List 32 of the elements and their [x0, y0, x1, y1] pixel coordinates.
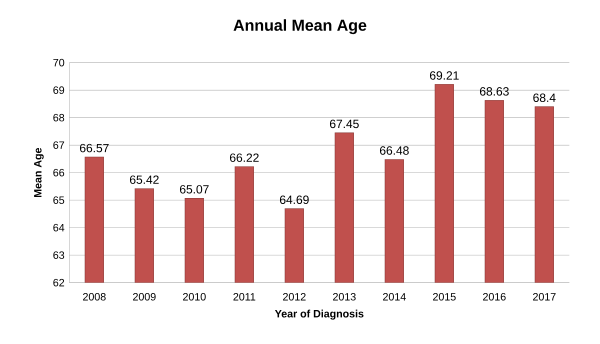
data-label: 64.69	[280, 196, 309, 204]
y-tick-label: 63	[53, 251, 64, 259]
data-label: 66.48	[380, 146, 409, 155]
x-tick-label: 2009	[133, 293, 156, 301]
data-label: 68.63	[480, 87, 509, 96]
y-tick-label: 65	[53, 196, 64, 204]
data-label: 66.57	[80, 144, 109, 152]
data-label: 67.45	[330, 120, 359, 128]
y-tick-label: 67	[53, 141, 64, 149]
data-label: 65.07	[180, 185, 209, 194]
x-tick-label: 2014	[383, 293, 406, 301]
y-axis-title: Mean Age	[34, 148, 44, 198]
y-tick-label: 70	[53, 58, 64, 66]
y-tick-label: 62	[53, 278, 64, 286]
x-tick-label: 2015	[433, 293, 456, 301]
data-label: 69.21	[430, 71, 459, 80]
y-tick-label: 68	[53, 114, 64, 122]
x-tick-label: 2010	[183, 293, 206, 301]
y-tick-label: 69	[53, 86, 64, 94]
data-label: 68.4	[533, 94, 556, 102]
x-tick-label: 2013	[333, 293, 356, 301]
x-tick-label: 2011	[233, 293, 256, 301]
chart-title: Annual Mean Age	[234, 19, 366, 34]
x-axis-title: Year of Diagnosis	[274, 310, 364, 320]
x-tick-label: 2008	[83, 293, 106, 301]
y-tick-label: 66	[53, 168, 64, 176]
data-label: 66.22	[230, 153, 259, 162]
x-tick-label: 2012	[283, 293, 306, 301]
data-label: 65.42	[130, 175, 159, 184]
x-tick-label: 2017	[533, 293, 556, 301]
x-tick-label: 2016	[483, 293, 506, 301]
y-tick-label: 64	[53, 224, 64, 232]
